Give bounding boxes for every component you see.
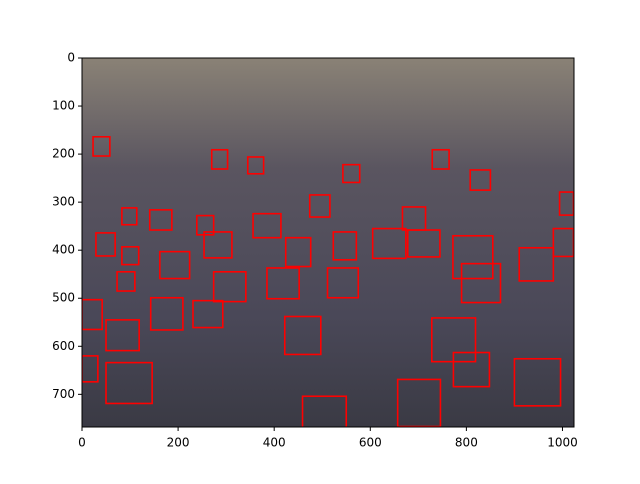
face-box <box>460 262 502 304</box>
face-box <box>192 299 224 329</box>
face-box <box>149 296 184 331</box>
face-box <box>371 227 407 260</box>
photo <box>82 58 574 427</box>
face-box <box>82 298 103 331</box>
face-box <box>246 156 265 175</box>
face-box <box>95 232 116 257</box>
face-box <box>266 267 300 300</box>
face-box <box>452 234 494 280</box>
face-box <box>431 148 450 170</box>
face-box <box>326 267 360 299</box>
x-tick-label: 0 <box>78 436 86 450</box>
y-tick-label: 400 <box>52 243 75 257</box>
y-tick-label: 200 <box>52 147 75 161</box>
face-box <box>105 319 140 352</box>
face-box <box>252 212 282 239</box>
face-box <box>342 163 361 184</box>
face-box <box>332 231 358 261</box>
face-box <box>159 250 191 280</box>
face-box <box>105 361 153 405</box>
y-tick-label: 700 <box>52 387 75 401</box>
face-box <box>283 315 322 356</box>
boxes <box>82 135 574 427</box>
face-box <box>469 169 492 191</box>
face-box <box>82 355 99 383</box>
face-box <box>452 351 491 388</box>
y-tick-label: 300 <box>52 195 75 209</box>
face-box <box>513 357 562 407</box>
x-tick-label: 1000 <box>547 436 578 450</box>
face-box <box>210 148 229 170</box>
y-tick-label: 0 <box>67 51 75 65</box>
face-box <box>308 194 331 218</box>
face-box <box>116 271 136 292</box>
face-box <box>518 246 555 282</box>
axes-frame <box>81 57 575 428</box>
face-box <box>92 135 111 157</box>
face-box <box>121 207 138 226</box>
face-box <box>212 271 247 303</box>
x-tick-label: 400 <box>263 436 286 450</box>
face-box <box>284 236 312 268</box>
face-box <box>148 209 173 231</box>
face-box <box>301 395 348 427</box>
face-box <box>121 246 140 266</box>
face-box <box>203 231 233 259</box>
face-box <box>196 214 215 236</box>
x-tick-label: 800 <box>455 436 478 450</box>
y-tick-label: 100 <box>52 99 75 113</box>
face-box <box>401 206 427 231</box>
y-tick-label: 500 <box>52 291 75 305</box>
y-tick-label: 600 <box>52 339 75 353</box>
x-tick-label: 200 <box>167 436 190 450</box>
x-tick-label: 600 <box>359 436 382 450</box>
